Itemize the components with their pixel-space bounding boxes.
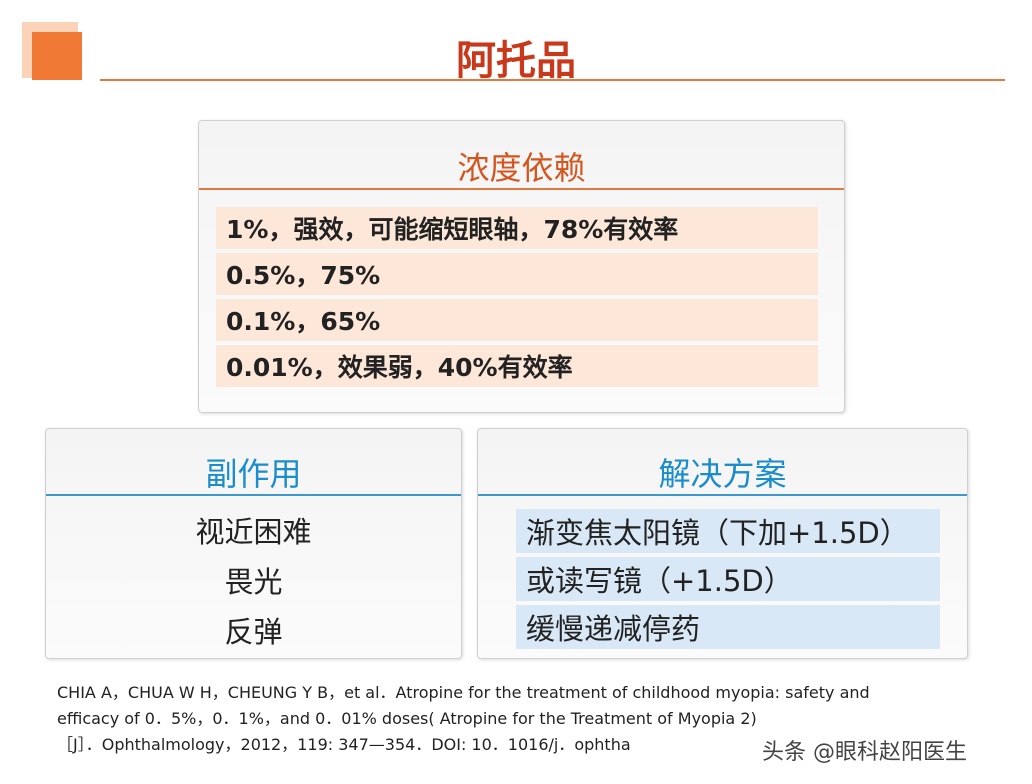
citation-line: CHIA A，CHUA W H，CHEUNG Y B，et al．Atropin… bbox=[57, 683, 870, 702]
watermark: 头条 @眼科赵阳医生 bbox=[762, 734, 967, 766]
solution-row: 或读写镜（+1.5D） bbox=[516, 557, 940, 601]
heading-rule bbox=[46, 494, 461, 496]
side-effect-item: 反弹 bbox=[224, 615, 283, 649]
heading-rule bbox=[199, 188, 844, 190]
heading-rule bbox=[478, 494, 967, 496]
citation-line: efficacy of 0．5%，0．1%，and 0．01% doses( A… bbox=[57, 709, 757, 728]
panel-heading: 解决方案 bbox=[658, 455, 787, 493]
concentration-row: 0.01%，效果弱，40%有效率 bbox=[216, 345, 818, 387]
solution-row: 渐变焦太阳镜（下加+1.5D） bbox=[516, 509, 940, 553]
solution-row: 缓慢递减停药 bbox=[516, 605, 940, 649]
decor-square bbox=[32, 32, 82, 80]
concentration-row: 0.1%，65% bbox=[216, 299, 818, 341]
citation: CHIA A，CHUA W H，CHEUNG Y B，et al．Atropin… bbox=[57, 680, 1007, 758]
concentration-row: 1%，强效，可能缩短眼轴，78%有效率 bbox=[216, 207, 818, 249]
panel-heading: 副作用 bbox=[205, 455, 302, 493]
concentration-row: 0.5%，75% bbox=[216, 253, 818, 295]
panel-heading: 浓度依赖 bbox=[457, 149, 586, 187]
side-effect-item: 视近困难 bbox=[195, 515, 312, 549]
side-effect-item: 畏光 bbox=[224, 565, 283, 599]
concentration-panel: 浓度依赖 1%，强效，可能缩短眼轴，78%有效率 0.5%，75% 0.1%，6… bbox=[198, 120, 845, 413]
title-rule bbox=[100, 79, 1005, 81]
citation-line: ［J］．Ophthalmology，2012，119: 347—354．DOI:… bbox=[57, 735, 631, 754]
side-effects-panel: 副作用 视近困难 畏光 反弹 bbox=[45, 428, 462, 659]
slide-title: 阿托品 bbox=[456, 37, 576, 84]
solutions-panel: 解决方案 渐变焦太阳镜（下加+1.5D） 或读写镜（+1.5D） 缓慢递减停药 bbox=[477, 428, 968, 659]
